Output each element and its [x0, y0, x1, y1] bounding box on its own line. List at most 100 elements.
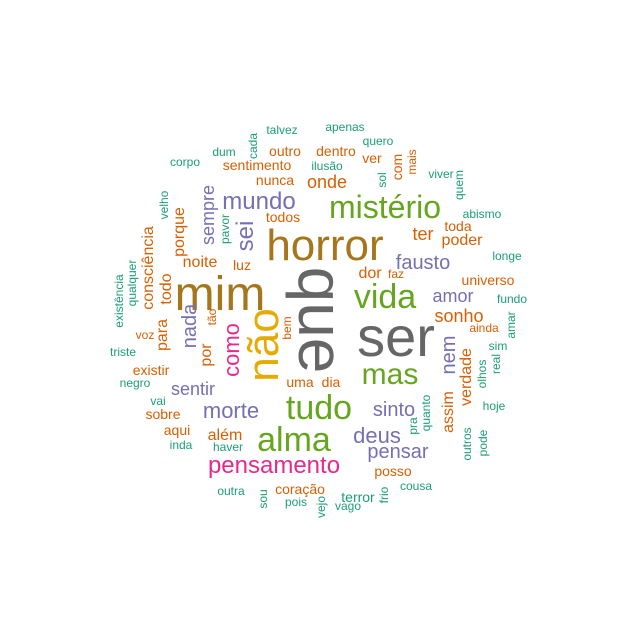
word-sentimento: sentimento: [222, 157, 292, 173]
word-amor: amor: [432, 286, 474, 306]
word-velho: velho: [157, 190, 171, 220]
word-por: por: [198, 343, 215, 367]
word-pra: pra: [406, 417, 420, 435]
word-sol: sol: [375, 172, 389, 188]
word-viver: viver: [428, 167, 454, 181]
word-ilusao: ilusão: [311, 159, 343, 173]
word-triste: triste: [109, 345, 137, 359]
word-para: para: [154, 318, 171, 352]
word-sempre: sempre: [198, 184, 218, 246]
word-ser: ser: [357, 305, 435, 368]
word-mim: mim: [174, 268, 266, 321]
word-qualquer: qualquer: [125, 259, 139, 307]
word-fausto: fausto: [395, 252, 451, 274]
word-posso: posso: [374, 463, 412, 479]
word-mas: mas: [361, 358, 419, 391]
word-verdade: verdade: [458, 348, 475, 406]
word-dia: dia: [321, 374, 341, 390]
word-sobre: sobre: [145, 406, 181, 422]
word-hoje: hoje: [482, 399, 506, 413]
word-vago: vago: [334, 499, 362, 513]
word-dum: dum: [212, 145, 236, 159]
word-pode: pode: [476, 429, 490, 457]
word-alem: além: [207, 427, 243, 444]
word-pavor: pavor: [218, 213, 232, 245]
word-existencia: existência: [112, 274, 126, 328]
word-coracao: coração: [275, 481, 325, 497]
word-haver: haver: [212, 440, 244, 454]
word-misterio: mistério: [328, 189, 442, 225]
word-porque: porque: [171, 207, 188, 257]
word-faz: faz: [387, 267, 405, 281]
word-aqui: aqui: [163, 422, 191, 438]
word-nunca: nunca: [255, 172, 295, 188]
word-frio: frio: [377, 486, 391, 504]
word-cousa: cousa: [399, 479, 433, 493]
word-morte: morte: [202, 398, 260, 423]
word-ter: ter: [412, 224, 434, 244]
word-real: real: [489, 353, 503, 375]
word-dentro: dentro: [316, 143, 356, 159]
word-onde: onde: [306, 172, 348, 192]
word-inda: inda: [169, 438, 193, 452]
word-universo: universo: [461, 272, 515, 288]
word-cada: cada: [246, 132, 260, 160]
word-quanto: quanto: [419, 394, 433, 432]
word-ainda: ainda: [469, 321, 499, 335]
word-terror: terror: [341, 489, 375, 505]
word-vai: vai: [150, 394, 166, 408]
word-que: que: [285, 266, 357, 374]
word-vejo: vejo: [314, 495, 328, 519]
word-tudo: tudo: [285, 389, 353, 427]
word-abismo: abismo: [462, 207, 502, 221]
word-deus: deus: [353, 423, 401, 448]
word-ver: ver: [362, 150, 382, 166]
word-horror: horror: [266, 221, 384, 270]
word-bem: bem: [280, 316, 294, 340]
word-amar: amar: [504, 311, 518, 339]
word-pois: pois: [284, 495, 308, 509]
word-tao: tão: [205, 308, 219, 326]
word-outra: outra: [217, 484, 245, 498]
word-sei: sei: [232, 220, 259, 252]
word-vida: vida: [353, 278, 417, 316]
word-uma: uma: [286, 374, 314, 390]
word-como: como: [219, 323, 244, 377]
word-poder: poder: [441, 232, 483, 249]
word-todo: todo: [158, 273, 175, 305]
word-outro: outro: [269, 143, 301, 159]
word-assim: assim: [440, 391, 457, 433]
word-mundo: mundo: [222, 188, 296, 215]
word-dor: dor: [358, 265, 382, 282]
word-nem: nem: [438, 335, 460, 375]
word-todos: todos: [265, 209, 301, 225]
word-sim: sim: [488, 339, 508, 353]
word-longe: longe: [492, 249, 522, 263]
word-sentir: sentir: [170, 379, 216, 399]
word-sonho: sonho: [434, 306, 484, 326]
word-com: com: [389, 153, 405, 181]
word-toda: toda: [444, 218, 472, 234]
word-pensamento: pensamento: [207, 452, 341, 479]
word-sinto: sinto: [372, 399, 416, 421]
word-sou: sou: [256, 489, 270, 509]
word-nada: nada: [179, 303, 201, 349]
word-voz: voz: [135, 328, 155, 342]
word-talvez: talvez: [266, 123, 298, 137]
word-corpo: corpo: [169, 155, 201, 169]
word-alma: alma: [257, 421, 331, 459]
word-pensar: pensar: [367, 441, 429, 463]
word-luz: luz: [233, 257, 251, 273]
word-quem: quem: [452, 169, 466, 201]
word-existir: existir: [132, 362, 170, 378]
word-consciencia: consciência: [140, 226, 157, 310]
word-negro: negro: [119, 376, 151, 390]
word-olhos: olhos: [475, 359, 489, 389]
word-fundo: fundo: [496, 292, 528, 306]
word-apenas: apenas: [325, 120, 365, 134]
word-mais: mais: [405, 149, 419, 175]
word-noite: noite: [182, 254, 218, 271]
word-outros: outros: [460, 427, 474, 461]
word-quero: quero: [362, 134, 394, 148]
